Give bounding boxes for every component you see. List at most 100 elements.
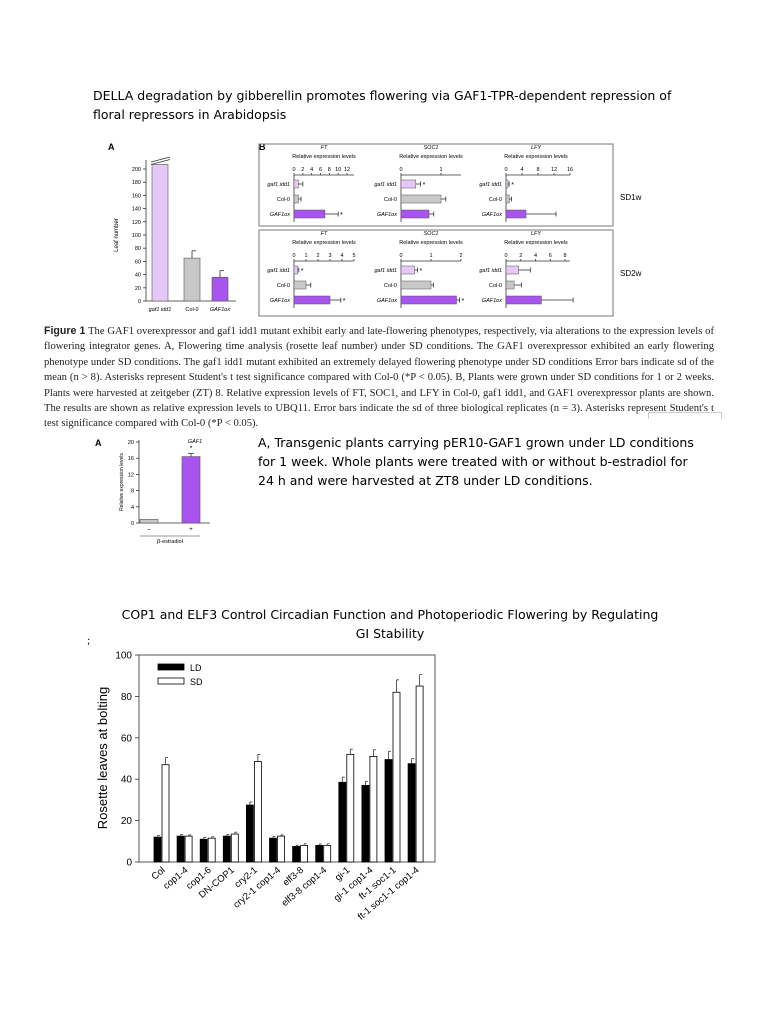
bar <box>384 759 393 863</box>
bar <box>400 194 442 204</box>
x-axis-label: Relative expression levels <box>292 154 356 160</box>
y-tick-label: 60 <box>135 259 141 265</box>
row-label: Col-0 <box>277 197 290 203</box>
x-tick-label: 0 <box>399 253 402 259</box>
plot-frame <box>138 654 436 863</box>
y-tick-label: 8 <box>131 489 134 495</box>
x-tick-label: 2 <box>316 253 319 259</box>
gene-label: LFY <box>531 145 541 151</box>
bar <box>361 785 370 863</box>
row-label: Col-0 <box>489 197 502 203</box>
bar <box>230 833 239 863</box>
gene-label: SOC1 <box>424 231 439 237</box>
x-tick-label: 12 <box>344 167 350 173</box>
bar <box>269 837 277 863</box>
bar <box>161 764 170 863</box>
x-axis-label: Relative expression levels <box>399 240 463 246</box>
axis-break-mark <box>150 159 171 165</box>
bar <box>400 179 417 189</box>
figure-label: Figure 1 <box>44 325 86 337</box>
x-axis-label: β-estradiol <box>157 539 183 545</box>
bar <box>293 194 299 204</box>
y-tick-label: 20 <box>135 286 141 292</box>
legend-label: LD <box>190 663 202 673</box>
gene-label: SOC1 <box>424 145 439 151</box>
x-tick-label: 0 <box>399 167 402 173</box>
section-title-2: COP1 and ELF3 Control Circadian Function… <box>121 607 659 641</box>
bar <box>505 265 519 275</box>
bar <box>505 194 510 204</box>
row-label: Col-0 <box>277 283 290 289</box>
x-axis-label: Relative expression levels <box>399 154 463 160</box>
x-tick-label: 2 <box>459 253 462 259</box>
condition-label: SD2w <box>620 269 642 278</box>
row-label: GAF1ox <box>377 298 397 304</box>
x-axis-label: Relative expression levels <box>504 240 568 246</box>
bar <box>139 519 159 524</box>
y-tick-label: 200 <box>132 167 141 173</box>
bar <box>407 763 416 863</box>
row-label: GAF1ox <box>270 212 290 218</box>
x-tick-label: 1 <box>304 253 307 259</box>
y-tick-label: 180 <box>132 180 141 186</box>
significance-star: * <box>511 182 514 189</box>
x-tick-label: 8 <box>536 167 539 173</box>
bar <box>181 456 201 524</box>
selection-box <box>648 412 722 419</box>
y-tick-label: 60 <box>121 733 133 744</box>
panel-label: A <box>108 142 115 152</box>
bar <box>184 835 193 863</box>
section-title: DELLA degradation by gibberellin promote… <box>93 88 672 122</box>
row-label: GAF1ox <box>482 298 502 304</box>
y-tick-label: 160 <box>132 193 141 199</box>
row-label: gaf1 idd1 <box>374 182 397 188</box>
y-tick-label: 120 <box>132 220 141 226</box>
y-tick-label: 20 <box>128 440 134 446</box>
significance-star: * <box>301 268 304 275</box>
x-tick-label: cop1-4 <box>161 865 190 892</box>
condition-label: SD1w <box>620 193 642 202</box>
chart-title: GAF1 <box>188 439 202 445</box>
bar <box>300 845 309 863</box>
row-label: Col-0 <box>489 283 502 289</box>
significance-star: * <box>343 298 346 305</box>
x-tick-label: Col-0 <box>185 307 198 313</box>
x-tick-label: GAF1ox <box>210 307 230 313</box>
significance-star: * <box>420 268 423 275</box>
x-tick-label: 1 <box>429 253 432 259</box>
y-tick-label: 100 <box>115 651 132 662</box>
row-label: gaf1 idd1 <box>267 268 290 274</box>
bar <box>176 835 185 863</box>
bar <box>293 295 331 305</box>
bar <box>277 835 285 863</box>
bar <box>293 265 298 275</box>
y-tick-label: 4 <box>131 505 134 511</box>
x-tick-label: 0 <box>292 253 295 259</box>
caption-text: The GAF1 overexpressor and gaf1 idd1 mut… <box>44 326 714 430</box>
row-label: gaf1 idd1 <box>479 182 502 188</box>
x-tick-label: 2 <box>519 253 522 259</box>
row-label: Col-0 <box>384 197 397 203</box>
y-tick-label: 80 <box>135 246 141 252</box>
gene-label: FT <box>321 231 328 237</box>
bar <box>505 179 509 189</box>
bar <box>199 838 208 863</box>
bar <box>222 835 231 863</box>
y-tick-label: 0 <box>138 299 141 305</box>
y-axis-label: Relative expression levels <box>119 453 125 511</box>
bar <box>400 280 432 290</box>
bar <box>415 685 424 863</box>
gene-label: LFY <box>531 231 541 237</box>
y-tick-label: 16 <box>128 456 134 462</box>
x-tick-label: 8 <box>563 253 566 259</box>
bar <box>183 257 201 302</box>
x-tick-label: – <box>147 527 151 533</box>
bar <box>153 836 162 863</box>
x-tick-label: gaf1 idd1 <box>149 307 172 313</box>
y-tick-label: 0 <box>131 521 134 527</box>
row-label: GAF1ox <box>482 212 502 218</box>
x-tick-label: 4 <box>310 167 313 173</box>
panel-label: B <box>259 142 266 152</box>
bar <box>505 280 515 290</box>
